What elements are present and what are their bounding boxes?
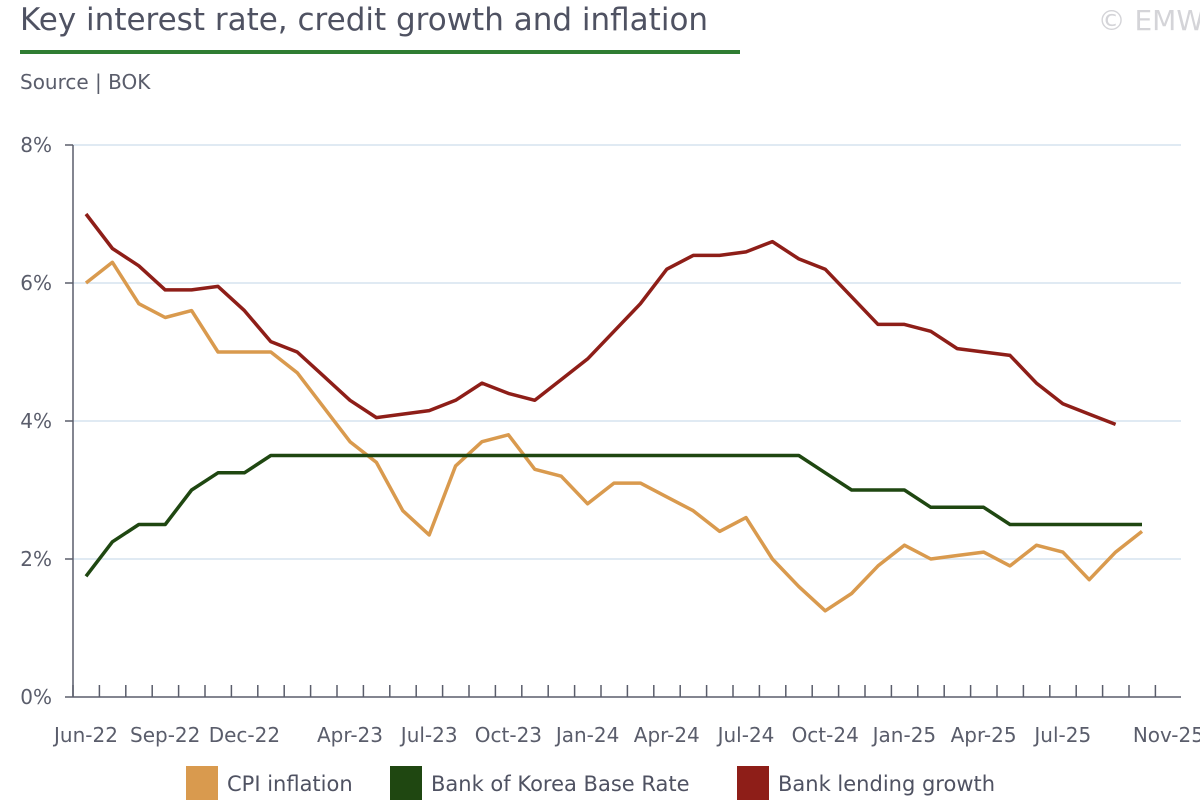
series-lines <box>84 212 1144 613</box>
watermark: © EMW <box>1097 4 1200 37</box>
y-tick-label: 2% <box>20 547 52 571</box>
x-tick-label: Jun-22 <box>52 723 118 747</box>
legend-label: Bank lending growth <box>778 772 995 796</box>
x-tick-label: Apr-23 <box>317 723 383 747</box>
x-tick-label: Jan-25 <box>871 723 937 747</box>
title-underline <box>20 50 740 54</box>
y-tick-label: 8% <box>20 133 52 157</box>
legend-swatch <box>737 766 769 800</box>
legend-swatch <box>390 766 422 800</box>
axes: 0% 2% 4% 6% 8% Jun-22 Sep-22 Dec-22 Apr-23 Jul-23… <box>20 133 1200 747</box>
x-tick-label: Jan-24 <box>554 723 620 747</box>
x-tick-label: Apr-24 <box>634 723 700 747</box>
x-tick-label: Oct-24 <box>792 723 859 747</box>
y-tick-label: 0% <box>20 685 52 709</box>
x-tick-label: Apr-25 <box>951 723 1017 747</box>
series-line-bank-lending-growth <box>84 212 1117 427</box>
x-tick-label: Jul-24 <box>716 723 775 747</box>
legend-swatch <box>186 766 218 800</box>
y-tick-label: 6% <box>20 271 52 295</box>
series-line-cpi-inflation <box>84 260 1144 613</box>
x-tick-label: Sep-22 <box>130 723 200 747</box>
legend: CPI inflation Bank of Korea Base Rate Bank… <box>186 766 995 800</box>
x-tick-label: Nov-25 <box>1133 723 1200 747</box>
x-tick-label: Oct-23 <box>475 723 542 747</box>
series-line-bank-of-korea-base-rate <box>84 453 1142 578</box>
x-tick-label: Jul-23 <box>399 723 458 747</box>
x-tick-label: Dec-22 <box>209 723 280 747</box>
y-tick-label: 4% <box>20 409 52 433</box>
x-tick-label: Jul-25 <box>1032 723 1091 747</box>
legend-label: Bank of Korea Base Rate <box>431 772 690 796</box>
chart-source: Source | BOK <box>20 70 151 94</box>
legend-label: CPI inflation <box>227 772 353 796</box>
chart-title: Key interest rate, credit growth and inf… <box>20 2 709 38</box>
